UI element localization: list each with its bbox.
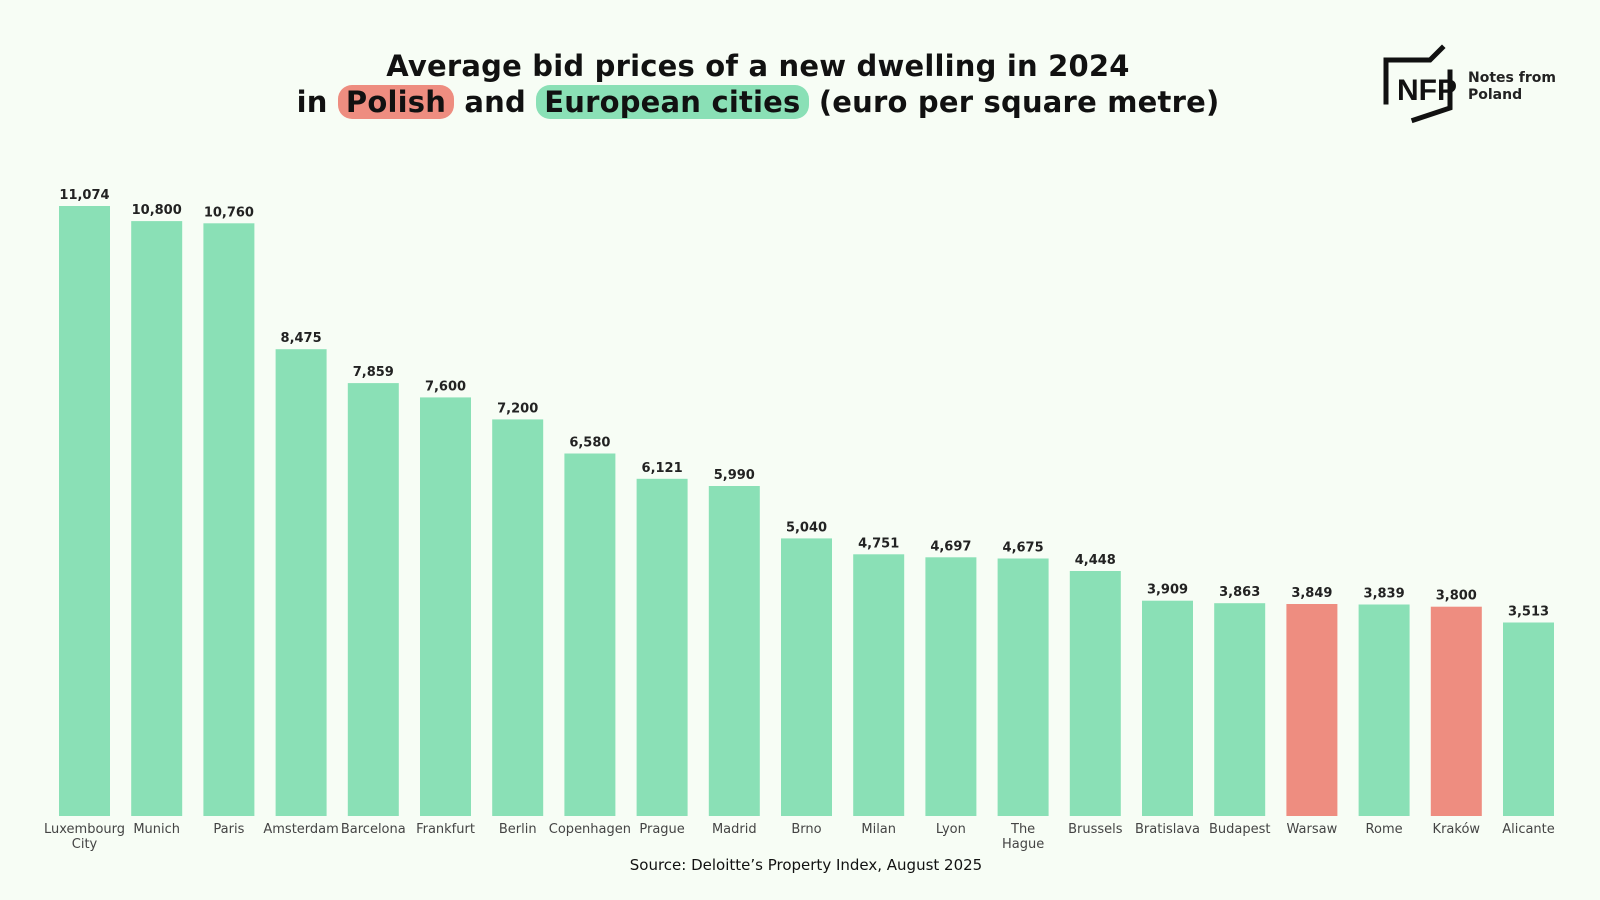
title-prefix: in <box>296 85 328 119</box>
nfp-logo-text: NFP <box>1397 74 1457 107</box>
nfp-logo-subtitle: Notes from Poland <box>1468 70 1556 104</box>
value-label: 10,760 <box>204 205 254 220</box>
category-label: Munich <box>133 822 180 837</box>
value-label: 7,200 <box>497 401 538 416</box>
category-label: Alicante <box>1502 822 1555 837</box>
bar-warsaw <box>1286 604 1338 816</box>
category-label: Luxembourg City <box>44 822 125 852</box>
bar-prague <box>636 478 688 816</box>
chart-title: Average bid prices of a new dwelling in … <box>0 48 1516 120</box>
value-label: 7,600 <box>425 379 466 394</box>
category-label: Budapest <box>1209 822 1271 837</box>
value-label: 7,859 <box>353 365 394 380</box>
category-label: Kraków <box>1433 822 1481 837</box>
bar-madrid <box>708 486 760 816</box>
title-suffix: (euro per square metre) <box>818 85 1220 119</box>
value-label: 5,990 <box>714 468 755 483</box>
value-label: 11,074 <box>59 188 109 203</box>
category-label: The Hague <box>1002 822 1044 852</box>
category-label: Berlin <box>499 822 537 837</box>
polish-highlight: Polish <box>337 85 455 119</box>
category-label: Copenhagen <box>549 822 631 837</box>
bar-lyon <box>925 557 977 816</box>
title-line-1: Average bid prices of a new dwelling in … <box>386 49 1130 83</box>
nfp-logo-mark: NFP <box>1383 44 1457 124</box>
category-label: Barcelona <box>341 822 406 837</box>
value-label: 6,121 <box>642 461 683 476</box>
bar-luxembourg-city <box>59 206 110 816</box>
category-label: Bratislava <box>1135 822 1200 837</box>
bar-barcelona <box>347 383 399 816</box>
value-label: 3,849 <box>1291 586 1332 601</box>
value-label: 4,675 <box>1003 541 1044 556</box>
value-label: 3,513 <box>1508 605 1549 620</box>
value-label: 5,040 <box>786 520 827 535</box>
category-label: Lyon <box>936 822 966 837</box>
value-label: 4,448 <box>1075 553 1116 568</box>
bar-kraków <box>1430 606 1482 816</box>
category-label: Brussels <box>1068 822 1123 837</box>
value-label: 10,800 <box>132 203 182 218</box>
bar-amsterdam <box>275 349 327 816</box>
title-and: and <box>464 85 526 119</box>
logo-line-1: Notes from <box>1468 70 1556 86</box>
bar-milan <box>853 554 905 816</box>
bar-paris <box>203 223 255 817</box>
bar-munich <box>131 221 183 817</box>
value-label: 3,800 <box>1436 589 1477 604</box>
category-label: Madrid <box>712 822 757 837</box>
bar-frankfurt <box>420 397 471 816</box>
value-label: 3,863 <box>1219 585 1260 600</box>
category-label: Frankfurt <box>416 822 475 837</box>
category-label: Milan <box>861 822 896 837</box>
bar-bratislava <box>1142 600 1193 816</box>
bar-brno <box>781 538 832 816</box>
bar-budapest <box>1214 603 1266 816</box>
logo-line-2: Poland <box>1468 87 1523 103</box>
value-label: 3,909 <box>1147 583 1188 598</box>
category-label: Paris <box>213 822 244 837</box>
nfp-logo: NFP Notes from Poland <box>1382 44 1562 128</box>
category-label: Amsterdam <box>263 822 338 837</box>
value-label: 3,839 <box>1364 587 1405 602</box>
bar-rome <box>1358 604 1410 816</box>
value-label: 6,580 <box>569 436 610 451</box>
category-label: Warsaw <box>1287 822 1338 837</box>
bar-berlin <box>492 419 544 816</box>
category-label: Prague <box>639 822 684 837</box>
european-highlight: European cities <box>536 85 809 119</box>
bar-alicante <box>1503 622 1554 816</box>
bar-brussels <box>1069 571 1121 816</box>
value-label: 8,475 <box>281 331 322 346</box>
bar-the-hague <box>997 558 1049 816</box>
value-label: 4,751 <box>858 536 899 551</box>
title-line-2: in Polish and European cities (euro per … <box>0 84 1516 120</box>
bar-copenhagen <box>564 453 616 816</box>
source-note: Source: Deloitte’s Property Index, Augus… <box>629 856 983 874</box>
value-label: 4,697 <box>930 539 971 554</box>
category-label: Brno <box>791 822 821 837</box>
category-label: Rome <box>1366 822 1403 837</box>
